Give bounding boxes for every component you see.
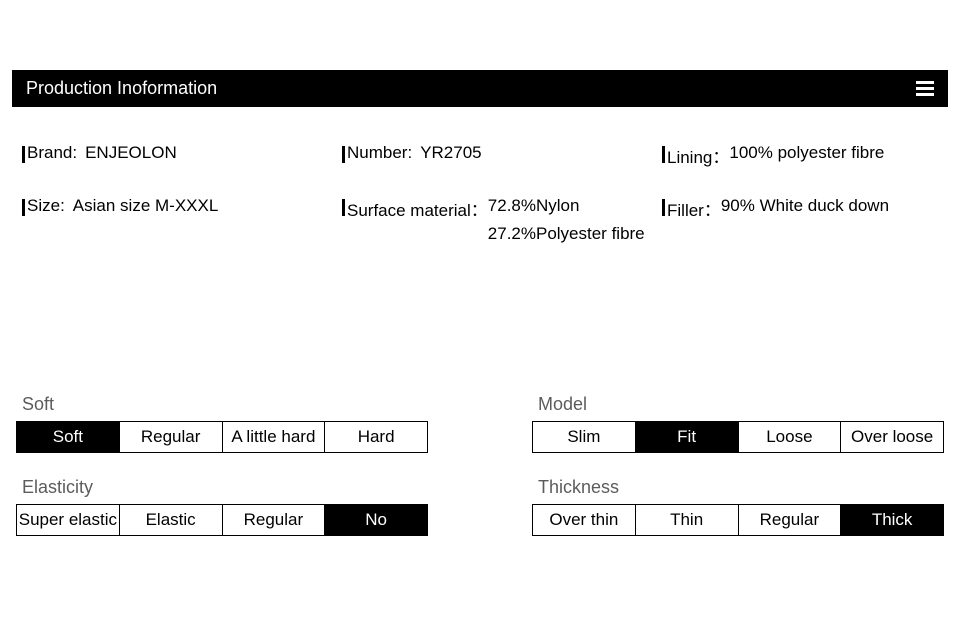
option[interactable]: Regular [120, 422, 223, 452]
option[interactable]: Regular [223, 505, 326, 535]
info-brand-label: Brand: [27, 143, 77, 163]
info-number: Number: YR2705 [342, 143, 662, 168]
info-number-value: YR2705 [420, 143, 481, 163]
info-filler: Filler： 90% White duck down [662, 196, 958, 244]
selector-elasticity-options: Super elasticElasticRegularNo [16, 504, 428, 536]
selector-model-options: SlimFitLooseOver loose [532, 421, 944, 453]
selector-soft: Soft SoftRegularA little hardHard [16, 394, 428, 453]
info-number-label: Number: [347, 143, 412, 163]
selector-soft-title: Soft [16, 394, 428, 415]
option[interactable]: Elastic [120, 505, 223, 535]
selector-elasticity-title: Elasticity [16, 477, 428, 498]
menu-icon[interactable] [916, 81, 934, 96]
option[interactable]: Soft [17, 422, 120, 452]
header-bar: Production Inoformation [12, 70, 948, 107]
option[interactable]: Thin [636, 505, 739, 535]
selector-model-title: Model [532, 394, 944, 415]
info-brand: Brand: ENJEOLON [22, 143, 342, 168]
header-title: Production Inoformation [26, 78, 217, 99]
info-lining: Lining： 100% polyester fibre [662, 143, 958, 168]
info-brand-value: ENJEOLON [85, 143, 177, 163]
option[interactable]: Over thin [533, 505, 636, 535]
selectors: Soft SoftRegularA little hardHard Model … [12, 394, 948, 536]
info-surface-value-1: 72.8%Nylon [488, 196, 645, 216]
selector-thickness: Thickness Over thinThinRegularThick [532, 477, 944, 536]
option[interactable]: No [325, 505, 427, 535]
option[interactable]: Slim [533, 422, 636, 452]
option[interactable]: Loose [739, 422, 842, 452]
info-grid: Brand: ENJEOLON Number: YR2705 Lining： 1… [12, 143, 948, 244]
option[interactable]: Super elastic [17, 505, 120, 535]
option[interactable]: Over loose [841, 422, 943, 452]
option[interactable]: Fit [636, 422, 739, 452]
info-size-value: Asian size M-XXXL [73, 196, 219, 216]
option[interactable]: A little hard [223, 422, 326, 452]
selector-soft-options: SoftRegularA little hardHard [16, 421, 428, 453]
option[interactable]: Regular [739, 505, 842, 535]
selector-model: Model SlimFitLooseOver loose [532, 394, 944, 453]
info-filler-label: Filler： [667, 196, 721, 221]
info-surface-label: Surface material： [347, 196, 488, 221]
info-size-label: Size: [27, 196, 65, 216]
selector-elasticity: Elasticity Super elasticElasticRegularNo [16, 477, 428, 536]
info-lining-value: 100% polyester fibre [729, 143, 884, 163]
info-surface: Surface material： 72.8%Nylon 27.2%Polyes… [342, 196, 662, 244]
info-filler-value: 90% White duck down [721, 196, 889, 216]
selector-thickness-options: Over thinThinRegularThick [532, 504, 944, 536]
selector-thickness-title: Thickness [532, 477, 944, 498]
option[interactable]: Hard [325, 422, 427, 452]
info-surface-value-2: 27.2%Polyester fibre [488, 224, 645, 244]
info-lining-label: Lining： [667, 143, 729, 168]
option[interactable]: Thick [841, 505, 943, 535]
info-size: Size: Asian size M-XXXL [22, 196, 342, 244]
